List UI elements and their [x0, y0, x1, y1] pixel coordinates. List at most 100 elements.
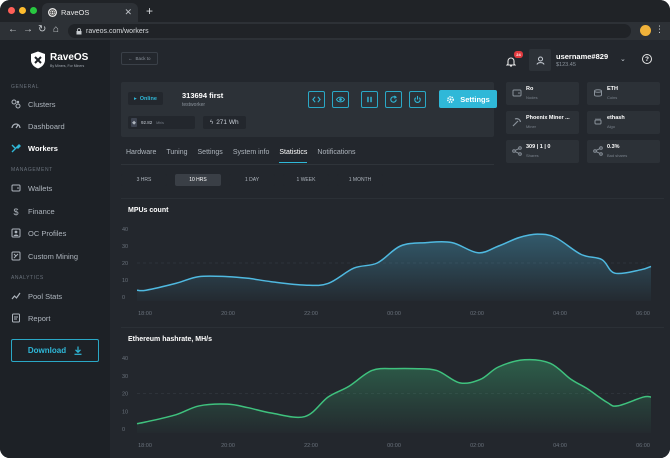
close-window-button[interactable]	[8, 7, 15, 14]
avatar[interactable]	[529, 49, 551, 71]
sidebar-item-clusters[interactable]: Clusters	[11, 99, 56, 109]
tab-tuning[interactable]: Tuning	[166, 149, 188, 156]
tabs-divider	[121, 164, 494, 165]
pickaxe-icon	[512, 118, 522, 127]
period-3hrs-button[interactable]: 3 HRS	[121, 174, 167, 186]
logo-tagline: By Miners, For Miners	[50, 64, 85, 68]
back-button[interactable]: ← Back to	[121, 52, 158, 65]
info-label: Nodes	[526, 95, 538, 100]
download-button[interactable]: Download	[11, 339, 99, 362]
profile-icon	[11, 228, 21, 238]
view-button[interactable]	[332, 91, 349, 108]
minimize-window-button[interactable]	[19, 7, 26, 14]
sidebar-item-label: OC Profiles	[28, 228, 67, 238]
reload-icon[interactable]: ↻	[38, 24, 47, 35]
refresh-icon	[390, 95, 397, 103]
forward-arrow-icon[interactable]: →	[23, 24, 33, 35]
new-tab-icon[interactable]: +	[146, 4, 154, 18]
period-1week-button[interactable]: 1 WEEK	[283, 174, 329, 186]
chart-title: MPUs count	[128, 207, 169, 214]
info-miner: Phoenix Miner ... Miner	[506, 111, 579, 134]
logo[interactable]: RaveOS By Miners, For Miners	[30, 51, 88, 69]
worker-group: testworker	[182, 102, 206, 108]
ethereum-icon: ◆	[131, 118, 137, 127]
browser-tab[interactable]: RaveOS ✕	[42, 3, 138, 22]
back-button-label: Back to	[135, 56, 151, 61]
browser-profile-avatar[interactable]	[640, 25, 651, 36]
sidebar-item-custom-mining[interactable]: Custom Mining	[11, 251, 78, 261]
tab-notifications[interactable]: Notifications	[317, 149, 356, 156]
browser-toolbar: ← → ↻ ⌂ raveos.com/workers ⋮	[0, 22, 670, 40]
x-tick-label: 20:00	[221, 311, 235, 317]
coins-icon	[594, 89, 602, 97]
tab-statistics[interactable]: Statistics	[279, 149, 308, 163]
lock-icon	[76, 22, 82, 40]
code-icon	[312, 96, 321, 103]
sidebar-item-label: Custom Mining	[28, 251, 79, 261]
y-tick-label: 20	[122, 261, 128, 267]
tab-hardware[interactable]: Hardware	[126, 149, 157, 156]
period-1month-button[interactable]: 1 MONTH	[337, 174, 383, 186]
shield-logo-icon	[31, 51, 45, 69]
series-area	[137, 234, 651, 301]
x-tick-label: 00:00	[387, 443, 401, 449]
info-label: Algo	[607, 124, 616, 129]
x-tick-label: 02:00	[470, 311, 484, 317]
y-tick-label: 0	[122, 427, 125, 433]
notifications-button[interactable]: 24	[505, 51, 523, 72]
sidebar-item-oc-profiles[interactable]: OC Profiles	[11, 228, 66, 238]
y-tick-label: 0	[122, 295, 125, 301]
code-button[interactable]	[308, 91, 325, 108]
x-tick-label: 20:00	[221, 443, 235, 449]
home-icon[interactable]: ⌂	[53, 24, 60, 35]
mpus-chart-card: MPUs count 0 10 20 30 40 18:00 20:00 22:00 00:00…	[121, 198, 664, 324]
status-badge: ▸ Online	[128, 92, 163, 105]
chevron-down-icon[interactable]: ⌄	[620, 56, 626, 63]
username[interactable]: username#829	[556, 52, 609, 61]
sidebar-item-label: Clusters	[28, 99, 56, 109]
info-value: 0.3%	[607, 144, 620, 150]
sidebar-item-pool-stats[interactable]: Pool Stats	[11, 291, 62, 301]
power-button[interactable]	[409, 91, 426, 108]
section-label-general: GENERAL	[11, 84, 40, 90]
hashrate-unit: Mh/s	[156, 120, 164, 125]
x-tick-label: 22:00	[304, 311, 318, 317]
sidebar-item-label: Wallets	[28, 183, 53, 193]
info-bad-shares: 0.3% Bad shares	[587, 140, 660, 163]
sidebar-item-finance[interactable]: $ Finance	[11, 206, 55, 217]
sidebar-item-dashboard[interactable]: Dashboard	[11, 121, 65, 131]
period-1day-button[interactable]: 1 DAY	[229, 174, 275, 186]
tab-settings[interactable]: Settings	[197, 149, 223, 156]
back-arrow-icon[interactable]: ←	[8, 24, 18, 35]
chip-icon	[594, 118, 602, 125]
address-bar[interactable]: raveos.com/workers	[68, 24, 631, 38]
x-tick-label: 02:00	[470, 443, 484, 449]
maximize-window-button[interactable]	[30, 7, 37, 14]
sidebar-item-workers[interactable]: Workers	[11, 143, 58, 153]
help-icon[interactable]: ?	[642, 54, 652, 64]
close-tab-icon[interactable]: ✕	[124, 7, 132, 17]
y-tick-label: 10	[122, 278, 128, 284]
app: RaveOS By Miners, For Miners GENERAL Clu…	[0, 40, 670, 458]
svg-text:$: $	[14, 207, 19, 216]
sidebar-item-wallets[interactable]: Wallets	[11, 183, 52, 193]
x-tick-label: 18:00	[138, 311, 152, 317]
sidebar-item-label: Workers	[28, 143, 58, 153]
info-value: 309 | 1 | 0	[526, 144, 551, 150]
hashrate-chip: ◆ 92.82 Mh/s	[128, 116, 195, 129]
period-10hrs-button[interactable]: 10 HRS	[175, 174, 221, 186]
user-icon	[536, 56, 544, 65]
sidebar-item-report[interactable]: Report	[11, 313, 51, 323]
x-tick-label: 04:00	[553, 443, 567, 449]
tab-system-info[interactable]: System info	[232, 149, 270, 156]
y-tick-label: 20	[122, 392, 128, 398]
arrow-left-icon: ←	[128, 56, 133, 61]
info-value: ETH	[607, 86, 618, 92]
chart-title: Ethereum hashrate, MH/s	[128, 336, 213, 343]
pause-button[interactable]	[361, 91, 378, 108]
settings-button[interactable]: Settings	[439, 90, 497, 108]
cluster-icon	[11, 99, 21, 109]
kebab-menu-icon[interactable]: ⋮	[655, 24, 664, 34]
restart-button[interactable]	[385, 91, 402, 108]
report-icon	[12, 313, 20, 323]
